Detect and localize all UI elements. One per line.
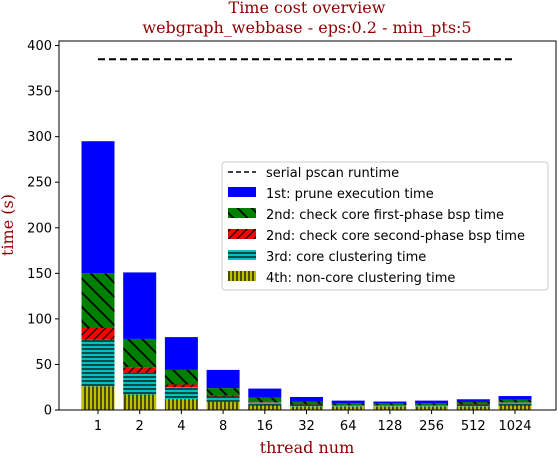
x-tick-label: 512	[461, 419, 486, 434]
bar-segment-128-s4	[373, 401, 407, 404]
bar-segment-32-s1	[290, 404, 323, 407]
x-axis-label: thread num	[260, 438, 355, 456]
x-tick-label: 16	[257, 419, 274, 434]
bar-segment-4-s3	[164, 369, 198, 385]
legend-swatch-non-core-clustering	[228, 271, 256, 281]
x-tick-label: 128	[377, 419, 402, 434]
y-axis: 0 50 100 150 200 250 300 350 400	[27, 39, 59, 419]
bar-segment-4-s2	[164, 384, 198, 388]
legend: serial pscan runtime 1st: prune executio…	[221, 161, 549, 291]
bar-segment-8-s2	[206, 395, 240, 397]
legend-swatch-second-phase	[228, 229, 256, 239]
plot-frame	[58, 40, 557, 411]
bar-segment-128-s1	[373, 405, 407, 407]
bar-segment-512-s4	[456, 399, 490, 402]
legend-label-non-core-clustering: 4th: non-core clustering time	[266, 271, 455, 286]
bar-segment-64-s4	[331, 400, 365, 404]
bar-segment-16-s4	[248, 388, 282, 398]
bar-segment-1-s3	[81, 273, 115, 328]
bar-segment-32-s0	[290, 406, 323, 410]
bar-segment-1-s0	[81, 386, 115, 410]
bar-segment-256-s1	[415, 405, 449, 407]
legend-frame	[221, 161, 549, 291]
y-tick-label: 250	[27, 176, 52, 191]
legend-label-core-clustering: 3rd: core clustering time	[266, 250, 426, 265]
bar-segment-8-s4	[206, 369, 240, 389]
x-tick-label: 4	[177, 419, 185, 434]
y-tick-label: 300	[27, 130, 52, 145]
y-tick-label: 0	[44, 404, 52, 419]
y-tick-label: 50	[35, 358, 52, 373]
bar-segment-2-s2	[123, 367, 157, 373]
bar-segment-1024-s1	[498, 402, 532, 406]
bar-segment-64-s3	[331, 403, 365, 406]
bar-segment-64-s0	[331, 406, 365, 410]
bar-segment-1024-s0	[498, 405, 532, 410]
bar-segment-2-s4	[123, 272, 157, 339]
bar-segment-256-s0	[415, 406, 449, 410]
legend-label-second-phase: 2nd: check core second-phase bsp time	[266, 229, 525, 244]
bar-segment-32-s4	[290, 396, 323, 402]
bar-segment-2-s3	[123, 338, 157, 368]
chart-title: Time cost overview	[229, 0, 386, 17]
y-tick-label: 100	[27, 312, 52, 327]
bar-segment-512-s1	[456, 404, 490, 407]
bar-segment-128-s3	[373, 403, 407, 406]
x-tick-label: 64	[340, 419, 357, 434]
legend-label-prune: 1st: prune execution time	[266, 187, 434, 202]
y-axis-label: time (s)	[0, 194, 17, 256]
bar-segment-1-s1	[81, 339, 115, 387]
x-axis: 1 2 4 8 16 32 64 128 256 512 1024	[94, 410, 532, 434]
bar-segment-4-s1	[164, 387, 198, 400]
bar-segment-8-s0	[206, 401, 240, 410]
x-tick-label: 1	[94, 419, 102, 434]
bar-segment-256-s3	[415, 403, 449, 406]
legend-swatch-first-phase	[228, 208, 256, 218]
x-tick-label: 2	[136, 419, 144, 434]
legend-label-serial: serial pscan runtime	[266, 166, 399, 181]
legend-swatch-prune	[228, 187, 256, 197]
bar-segment-16-s0	[248, 405, 282, 410]
bar-segment-256-s4	[415, 400, 449, 404]
legend-swatch-core-clustering	[228, 250, 256, 260]
bar-segment-128-s0	[373, 406, 407, 410]
x-tick-label: 256	[419, 419, 444, 434]
x-tick-label: 1024	[498, 419, 531, 434]
bar-segment-512-s0	[456, 406, 490, 410]
bar-segment-1-s4	[81, 141, 115, 274]
x-tick-label: 8	[219, 419, 227, 434]
y-tick-label: 200	[27, 221, 52, 236]
bar-segment-16-s3	[248, 397, 282, 403]
legend-label-first-phase: 2nd: check core first-phase bsp time	[266, 208, 504, 223]
bar-segment-64-s1	[331, 405, 365, 407]
bar-segment-2-s1	[123, 372, 157, 395]
y-tick-label: 400	[27, 39, 52, 54]
y-tick-label: 150	[27, 267, 52, 282]
bar-segment-4-s0	[164, 399, 198, 410]
bar-segment-8-s3	[206, 388, 240, 396]
y-tick-label: 350	[27, 85, 52, 100]
bar-segment-4-s4	[164, 337, 198, 370]
bar-segment-1-s2	[81, 328, 115, 340]
bar-segment-16-s1	[248, 402, 282, 406]
bar-segment-2-s0	[123, 394, 157, 410]
bar-segment-512-s3	[456, 401, 490, 405]
bar-segment-8-s1	[206, 396, 240, 402]
chart-subtitle: webgraph_webbase - eps:0.2 - min_pts:5	[142, 18, 471, 37]
bar-segment-1024-s3	[498, 399, 532, 403]
bars-group	[81, 141, 532, 410]
x-tick-label: 32	[298, 419, 315, 434]
bar-segment-1024-s4	[498, 396, 532, 400]
bar-segment-32-s3	[290, 401, 323, 405]
